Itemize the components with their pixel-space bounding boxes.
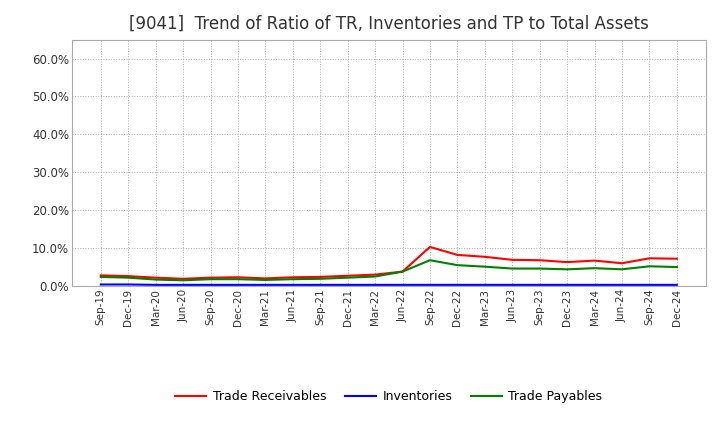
Trade Receivables (316, 274, 325, 279)
Inventories (426, 282, 434, 287)
Trade Receivables (179, 276, 187, 282)
Trade Receivables (480, 254, 489, 260)
Inventories (96, 282, 105, 287)
Trade Receivables (96, 273, 105, 278)
Trade Receivables (672, 256, 681, 261)
Trade Payables (289, 276, 297, 282)
Trade Payables (179, 278, 187, 283)
Trade Receivables (563, 260, 572, 265)
Trade Receivables (453, 252, 462, 257)
Inventories (179, 282, 187, 287)
Inventories (151, 282, 160, 287)
Inventories (508, 282, 516, 287)
Trade Payables (563, 267, 572, 272)
Trade Receivables (124, 274, 132, 279)
Trade Payables (343, 275, 352, 280)
Inventories (206, 282, 215, 287)
Trade Payables (206, 276, 215, 282)
Trade Payables (426, 257, 434, 263)
Trade Receivables (371, 272, 379, 277)
Trade Payables (151, 277, 160, 282)
Trade Receivables (426, 244, 434, 249)
Trade Payables (233, 276, 242, 282)
Inventories (536, 282, 544, 287)
Trade Payables (536, 266, 544, 271)
Trade Payables (316, 276, 325, 282)
Trade Payables (371, 274, 379, 279)
Title: [9041]  Trend of Ratio of TR, Inventories and TP to Total Assets: [9041] Trend of Ratio of TR, Inventories… (129, 15, 649, 33)
Inventories (480, 282, 489, 287)
Trade Receivables (618, 260, 626, 266)
Inventories (645, 282, 654, 287)
Trade Payables (590, 266, 599, 271)
Inventories (261, 282, 270, 287)
Trade Receivables (233, 275, 242, 280)
Inventories (590, 282, 599, 287)
Trade Receivables (289, 275, 297, 280)
Trade Payables (480, 264, 489, 269)
Inventories (233, 282, 242, 287)
Line: Trade Payables: Trade Payables (101, 260, 677, 280)
Inventories (398, 282, 407, 287)
Trade Receivables (645, 256, 654, 261)
Trade Receivables (508, 257, 516, 263)
Inventories (672, 282, 681, 287)
Trade Receivables (261, 276, 270, 281)
Trade Receivables (398, 269, 407, 274)
Inventories (343, 282, 352, 287)
Trade Receivables (590, 258, 599, 263)
Legend: Trade Receivables, Inventories, Trade Payables: Trade Receivables, Inventories, Trade Pa… (170, 385, 608, 408)
Inventories (371, 282, 379, 287)
Trade Receivables (151, 275, 160, 280)
Trade Payables (96, 274, 105, 279)
Inventories (316, 282, 325, 287)
Trade Payables (508, 266, 516, 271)
Trade Payables (398, 269, 407, 274)
Trade Payables (124, 275, 132, 280)
Inventories (453, 282, 462, 287)
Trade Payables (645, 264, 654, 269)
Trade Payables (261, 277, 270, 282)
Trade Payables (453, 263, 462, 268)
Trade Receivables (206, 275, 215, 280)
Inventories (618, 282, 626, 287)
Line: Trade Receivables: Trade Receivables (101, 247, 677, 279)
Trade Receivables (343, 273, 352, 279)
Trade Payables (672, 264, 681, 270)
Trade Payables (618, 267, 626, 272)
Inventories (124, 282, 132, 287)
Inventories (563, 282, 572, 287)
Inventories (289, 282, 297, 287)
Trade Receivables (536, 257, 544, 263)
